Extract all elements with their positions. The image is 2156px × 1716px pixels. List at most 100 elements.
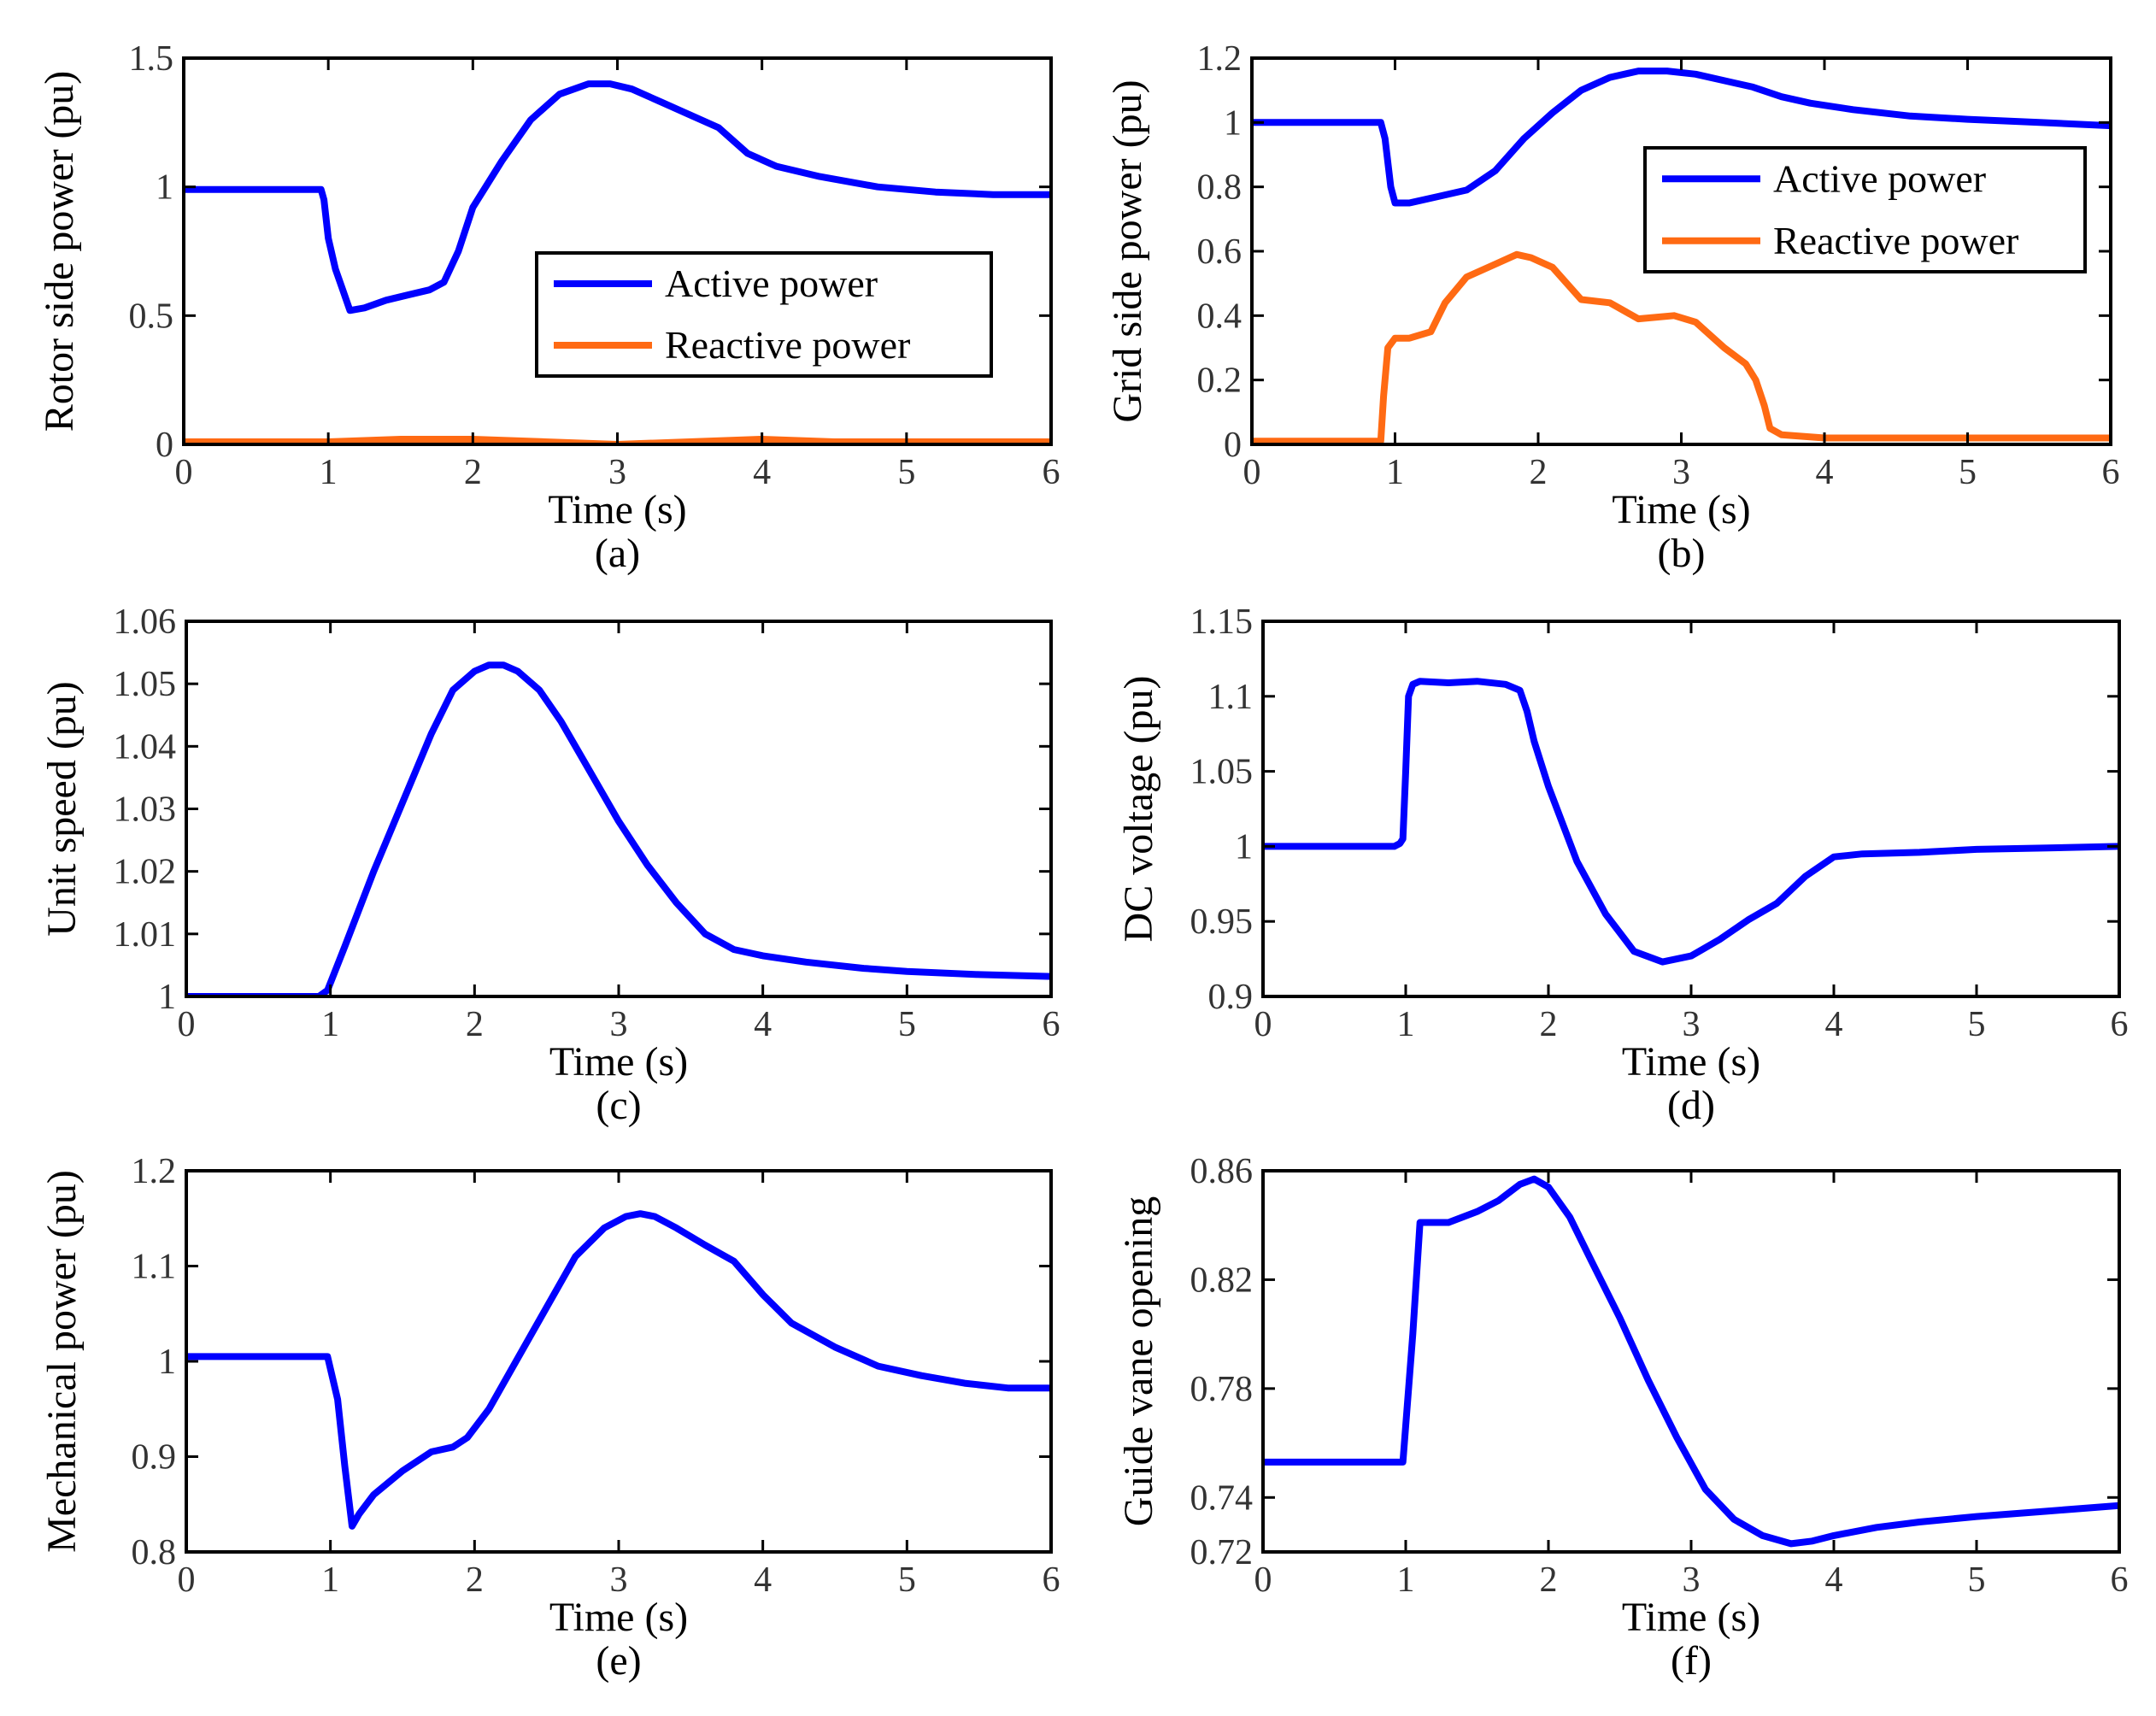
y-axis-label: Unit speed (pu) — [39, 681, 85, 937]
legend-entry-label: Active power — [1773, 156, 1986, 200]
axes-frame — [1261, 1169, 2121, 1554]
y-tick-label: 1 — [1235, 827, 1253, 867]
y-tick-label: 1.05 — [114, 665, 177, 704]
series-line-guide-vane-opening — [1263, 1175, 2119, 1548]
x-tick-label: 0 — [1254, 1560, 1272, 1600]
x-tick-label: 5 — [1968, 1005, 1986, 1044]
x-tick-label: 3 — [1683, 1560, 1701, 1600]
y-tick-label: 0.9 — [132, 1438, 177, 1478]
x-tick-label: 2 — [1540, 1560, 1558, 1600]
subplot-caption: (d) — [1667, 1083, 1715, 1128]
x-axis-label: Time (s) — [548, 487, 686, 532]
axes-frame — [1261, 620, 2121, 998]
subplot-caption: (a) — [595, 531, 640, 576]
subplot-caption: (b) — [1658, 531, 1706, 576]
subplot-caption: (c) — [596, 1083, 641, 1128]
series-line-active-power — [184, 80, 1051, 314]
x-axis-label: Time (s) — [1612, 487, 1750, 532]
x-tick-label: 3 — [1683, 1005, 1701, 1044]
subplot-0: 0 1 2 3 4 5 6 0 0.5 1 1.5 Time (s)(a) Rotor side pow… — [37, 39, 1060, 576]
subplot-caption: (e) — [596, 1638, 641, 1684]
x-tick-label: 6 — [1043, 1005, 1060, 1044]
x-axis-label: Time (s) — [1622, 1595, 1760, 1640]
y-tick-label: 1.1 — [1208, 678, 1254, 717]
x-tick-label: 1 — [321, 1005, 339, 1044]
series-line-reactive-power — [1252, 250, 2111, 444]
legend-entry-label: Reactive power — [1773, 219, 2018, 262]
y-tick-label: 1.02 — [114, 853, 177, 892]
x-tick-label: 4 — [1825, 1560, 1843, 1600]
x-tick-label: 1 — [1386, 453, 1404, 492]
x-tick-label: 4 — [754, 1560, 772, 1600]
axes-frame — [185, 1169, 1053, 1554]
x-tick-label: 5 — [898, 1005, 916, 1044]
y-tick-label: 0.2 — [1197, 361, 1242, 401]
y-tick-label: 1.15 — [1190, 602, 1254, 642]
y-tick-label: 0.78 — [1190, 1370, 1254, 1409]
y-axis-label: Rotor side power (pu) — [37, 71, 82, 432]
y-tick-label: 1 — [158, 1343, 176, 1382]
x-tick-label: 4 — [1825, 1005, 1843, 1044]
legend: Active power Reactive power — [1643, 146, 2087, 273]
legend: Active power Reactive power — [535, 251, 993, 378]
y-tick-label: 0 — [156, 426, 173, 465]
y-tick-label: 1.2 — [132, 1152, 177, 1191]
y-tick-label: 0.8 — [132, 1533, 177, 1572]
subplot-5: 0 1 2 3 4 5 6 0.72 0.74 0.78 0.82 0.86 Time (s)(f) Gu… — [1116, 1152, 2129, 1684]
y-tick-label: 1.1 — [132, 1248, 177, 1287]
y-axis-label: DC voltage (pu) — [1116, 676, 1161, 943]
x-tick-label: 1 — [1397, 1560, 1415, 1600]
x-tick-label: 0 — [178, 1005, 196, 1044]
x-tick-label: 5 — [898, 1560, 916, 1600]
y-tick-label: 0.4 — [1197, 297, 1242, 336]
legend-entry-label: Active power — [665, 262, 878, 305]
x-tick-label: 4 — [753, 453, 771, 492]
subplot-1: 0 1 2 3 4 5 6 0 0.2 0.4 0.6 0.8 1 1.2 Time (s)(b) Grid … — [1105, 39, 2120, 576]
y-tick-label: 1.03 — [114, 790, 177, 830]
y-tick-label: 1 — [156, 168, 173, 208]
x-tick-label: 5 — [897, 453, 915, 492]
y-tick-label: 0.95 — [1190, 902, 1254, 942]
x-tick-label: 6 — [2102, 453, 2120, 492]
subplot-caption: (f) — [1671, 1638, 1712, 1684]
legend-box — [535, 251, 993, 378]
y-tick-label: 1 — [158, 978, 176, 1017]
subplot-4: 0 1 2 3 4 5 6 0.8 0.9 1 1.1 1.2 Time (s)(e) Mechanica… — [39, 1152, 1060, 1684]
y-tick-label: 0 — [1224, 426, 1242, 465]
axes-frame — [185, 620, 1053, 998]
x-tick-label: 2 — [466, 1560, 484, 1600]
x-tick-label: 2 — [1530, 453, 1548, 492]
x-tick-label: 3 — [610, 1560, 628, 1600]
x-tick-label: 0 — [1243, 453, 1261, 492]
x-tick-label: 3 — [608, 453, 626, 492]
x-axis-label: Time (s) — [549, 1595, 688, 1640]
y-tick-label: 1.06 — [114, 602, 177, 642]
y-tick-label: 0.86 — [1190, 1152, 1254, 1191]
x-tick-label: 0 — [175, 453, 193, 492]
x-tick-label: 4 — [1816, 453, 1834, 492]
y-tick-label: 1.01 — [114, 915, 177, 955]
series-line-active-power — [1252, 68, 2111, 207]
x-tick-label: 5 — [1959, 453, 1977, 492]
y-tick-label: 0.6 — [1197, 232, 1242, 272]
y-tick-label: 1 — [1224, 103, 1242, 143]
x-tick-label: 0 — [1254, 1005, 1272, 1044]
y-tick-label: 1.05 — [1190, 753, 1254, 792]
x-tick-label: 6 — [2111, 1560, 2129, 1600]
x-tick-label: 0 — [178, 1560, 196, 1600]
x-tick-label: 3 — [1672, 453, 1690, 492]
y-tick-label: 1.5 — [129, 39, 174, 79]
x-axis-label: Time (s) — [1622, 1039, 1760, 1084]
y-tick-label: 0.9 — [1208, 978, 1254, 1017]
x-tick-label: 6 — [2111, 1005, 2129, 1044]
y-tick-label: 0.74 — [1190, 1478, 1254, 1518]
x-tick-label: 6 — [1043, 1560, 1060, 1600]
series-line-dc-voltage — [1263, 678, 2119, 966]
series-line-mechanical-power — [186, 1210, 1051, 1530]
legend-box — [1643, 146, 2087, 273]
x-tick-label: 2 — [464, 453, 482, 492]
y-tick-label: 1.2 — [1197, 39, 1242, 79]
x-tick-label: 2 — [1540, 1005, 1558, 1044]
